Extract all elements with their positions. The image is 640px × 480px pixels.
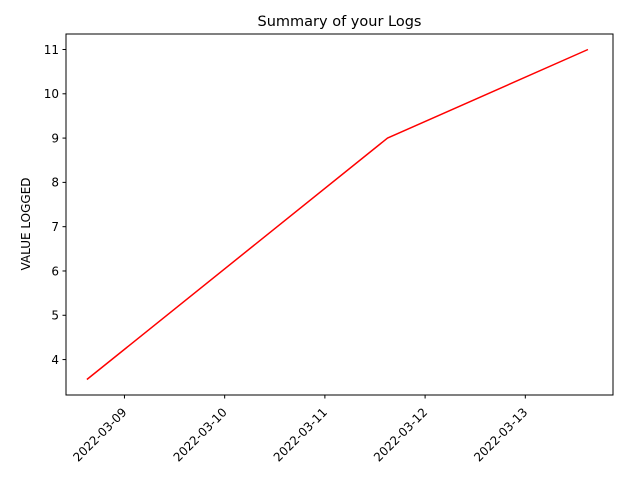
x-axis: 2022-03-09 2022-03-10 2022-03-11 2022-03-12… bbox=[70, 395, 530, 464]
y-axis-label: VALUE LOGGED bbox=[19, 177, 33, 270]
plot-area bbox=[65, 33, 614, 396]
x-tick-label: 2022-03-09 bbox=[70, 405, 129, 464]
y-tick-label: 7 bbox=[51, 220, 59, 234]
x-tick-label: 2022-03-13 bbox=[471, 405, 530, 464]
x-tick-label: 2022-03-11 bbox=[271, 405, 330, 464]
x-tick-label: 2022-03-10 bbox=[171, 405, 230, 464]
y-tick-label: 5 bbox=[51, 309, 59, 323]
y-tick-label: 6 bbox=[51, 264, 59, 278]
x-tick-label: 2022-03-12 bbox=[371, 405, 430, 464]
y-tick-label: 8 bbox=[51, 176, 59, 190]
series-group bbox=[86, 48, 589, 381]
y-tick-label: 4 bbox=[51, 353, 59, 367]
y-tick-label: 10 bbox=[44, 87, 59, 101]
y-tick-label: 9 bbox=[51, 131, 59, 145]
chart-title: Summary of your Logs bbox=[258, 14, 422, 30]
y-tick-label: 11 bbox=[44, 43, 59, 57]
series-line bbox=[86, 48, 589, 381]
y-axis: 4 5 6 7 8 9 10 11 bbox=[44, 43, 66, 367]
